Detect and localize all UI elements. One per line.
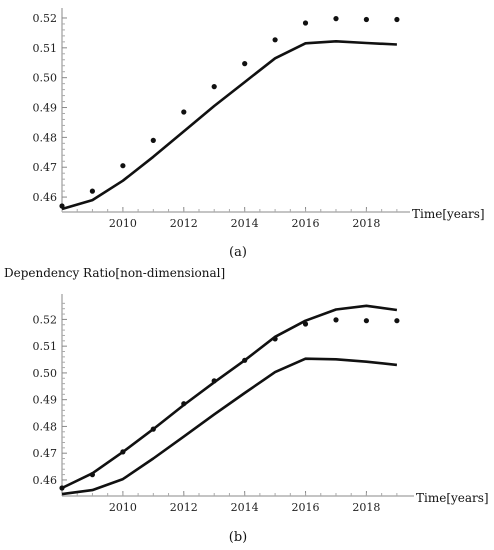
y-tick-label: 0.51 (33, 340, 58, 353)
data-point (181, 109, 187, 115)
y-tick-label: 0.46 (33, 474, 58, 487)
data-point (272, 37, 278, 43)
data-point (302, 20, 309, 26)
x-tick-label: 2010 (109, 501, 137, 514)
data-point (363, 318, 369, 324)
y-tick-label: 0.52 (33, 12, 58, 25)
y-tick-label: 0.50 (33, 367, 58, 380)
chart-b-x-axis-label: Time[years] (416, 491, 489, 505)
y-tick-label: 0.48 (33, 131, 58, 144)
series-line-2 (61, 40, 397, 211)
x-tick-label: 2016 (292, 217, 320, 230)
chart-a: 0.460.470.480.490.500.510.52 2010 2012 201… (33, 8, 485, 260)
y-tick-label: 0.52 (33, 313, 58, 326)
chart-b-x-ticks: 2010 2012 2014 2016 2018 (61, 491, 398, 514)
x-tick-label: 2016 (292, 501, 320, 514)
data-point (394, 318, 400, 324)
x-tick-label: 2012 (170, 217, 198, 230)
y-tick-label: 0.48 (33, 420, 58, 433)
data-point (120, 163, 126, 169)
x-tick-label: 2010 (109, 217, 137, 230)
chart-b-y-ticks: 0.46 0.47 0.48 0.49 0.50 0.51 0.52 (33, 302, 67, 487)
y-tick-label: 0.51 (33, 42, 58, 55)
y-tick-label: 0.49 (33, 102, 58, 115)
y-tick-label: 0.49 (33, 394, 58, 407)
data-point (89, 188, 95, 194)
x-tick-label: 2014 (231, 501, 259, 514)
y-tick-label: 0.50 (33, 72, 58, 85)
x-tick-label: 2012 (170, 501, 198, 514)
data-point (333, 16, 339, 22)
series-line-2 (61, 304, 398, 490)
x-tick-label: 2018 (352, 217, 380, 230)
data-point (242, 61, 248, 67)
chart-a-caption: (a) (229, 245, 247, 260)
x-tick-label: 2018 (352, 501, 380, 514)
data-point (211, 84, 217, 90)
y-tick-label: 0.47 (33, 447, 58, 460)
chart-a-y-ticks: 0.46 0.47 0.48 0.49 0.50 0.51 0.52 (33, 12, 67, 204)
y-tick-label: 0.47 (33, 161, 58, 174)
chart-b-caption: (b) (229, 530, 247, 545)
chart-a-x-ticks: 2010 2012 2014 2016 2018 (61, 207, 398, 230)
data-point (333, 317, 339, 323)
y-tick-label: 0.46 (33, 191, 58, 204)
chart-a-series (59, 16, 400, 211)
chart-a-x-axis-label: Time[years] (412, 207, 485, 221)
chart-b: Dependency Ratio[non-dimensional] 0.460.… (4, 266, 489, 545)
data-point (150, 137, 156, 143)
series-line-3 (61, 357, 398, 496)
data-point (363, 16, 369, 23)
chart-b-y-axis-label: Dependency Ratio[non-dimensional] (4, 266, 225, 280)
chart-b-series (59, 304, 400, 496)
data-point (394, 16, 400, 23)
x-tick-label: 2014 (231, 217, 259, 230)
